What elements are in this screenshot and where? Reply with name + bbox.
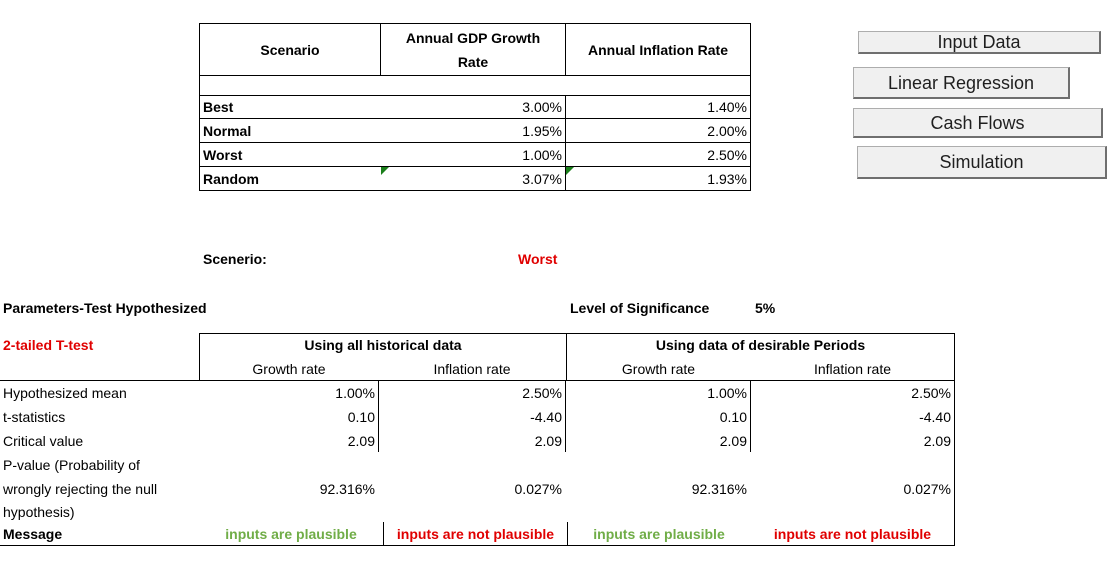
scenario-row-gdp: 3.00% bbox=[522, 99, 562, 115]
row-label-p-value-line2: wrongly rejecting the null bbox=[3, 481, 158, 497]
col-header-inflation-rate: Inflation rate bbox=[433, 361, 511, 377]
row-label-message: Message bbox=[3, 526, 63, 542]
scenario-row-label: Best bbox=[203, 99, 234, 115]
critical-value: 2.09 bbox=[719, 433, 747, 449]
p-value: 92.316% bbox=[691, 481, 747, 497]
input-data-button[interactable]: Input Data bbox=[858, 31, 1101, 54]
col-header-inflation-rate: Inflation rate bbox=[813, 361, 892, 377]
parameters-title: Parameters-Test Hypothesized bbox=[3, 300, 207, 316]
scenario-row-inflation: 2.00% bbox=[707, 123, 747, 139]
group-header-all-data: Using all historical data bbox=[304, 337, 462, 353]
row-label-p-value: P-value (Probability of bbox=[3, 457, 140, 473]
ttest-group-divider bbox=[566, 333, 567, 381]
ttest-border-left bbox=[199, 333, 200, 381]
cash-flows-button[interactable]: Cash Flows bbox=[853, 108, 1103, 138]
ttest-col-divider bbox=[565, 380, 566, 452]
scenario-row-inflation: 2.50% bbox=[707, 147, 747, 163]
ttest-col-divider bbox=[567, 522, 568, 546]
linear-regression-button[interactable]: Linear Regression bbox=[853, 67, 1070, 99]
hypothesized-mean-value: 1.00% bbox=[335, 385, 375, 401]
inflation-rate-header: Annual Inflation Rate bbox=[588, 42, 728, 58]
significance-label: Level of Significance bbox=[570, 300, 710, 316]
message-not-plausible: inputs are not plausible bbox=[773, 526, 932, 542]
scenario-table-border-left bbox=[199, 23, 200, 191]
message-not-plausible: inputs are not plausible bbox=[396, 526, 555, 542]
critical-value: 2.09 bbox=[534, 433, 562, 449]
scenario-table-divider bbox=[199, 166, 751, 167]
scenario-table-col-divider bbox=[565, 95, 566, 191]
scenario-table-col-divider bbox=[565, 23, 566, 76]
message-plausible: inputs are plausible bbox=[593, 526, 725, 542]
scenario-table-border-bottom bbox=[199, 190, 751, 191]
row-label-p-value-line3: hypothesis) bbox=[3, 504, 75, 520]
scenario-row-label: Normal bbox=[203, 123, 252, 139]
row-label-t-statistics: t-statistics bbox=[3, 409, 66, 425]
ttest-border-right bbox=[954, 333, 955, 546]
ttest-col-divider bbox=[378, 380, 379, 452]
col-header-growth-rate: Growth rate bbox=[252, 361, 326, 377]
scenario-row-inflation: 1.93% bbox=[707, 171, 747, 187]
message-plausible: inputs are plausible bbox=[225, 526, 357, 542]
scenario-select-label: Scenerio: bbox=[203, 251, 267, 267]
p-value: 0.027% bbox=[514, 481, 562, 497]
hypothesized-mean-value: 2.50% bbox=[911, 385, 951, 401]
hypothesized-mean-value: 2.50% bbox=[522, 385, 562, 401]
ttest-title: 2-tailed T-test bbox=[3, 337, 94, 353]
scenario-header: Scenario bbox=[260, 42, 320, 58]
simulation-button[interactable]: Simulation bbox=[857, 146, 1107, 179]
scenario-table-col-divider bbox=[380, 23, 381, 76]
scenario-row-gdp: 1.00% bbox=[522, 147, 562, 163]
ttest-col-divider bbox=[383, 522, 384, 546]
p-value: 0.027% bbox=[903, 481, 951, 497]
p-value: 92.316% bbox=[319, 481, 375, 497]
group-header-desirable-periods: Using data of desirable Periods bbox=[655, 337, 866, 353]
scenario-row-gdp: 1.95% bbox=[522, 123, 562, 139]
scenario-row-inflation: 1.40% bbox=[707, 99, 747, 115]
scenario-table-border-right bbox=[750, 23, 751, 191]
scenario-table-divider bbox=[199, 118, 751, 119]
scenario-row-label: Random bbox=[203, 171, 259, 187]
critical-value: 2.09 bbox=[347, 433, 375, 449]
gdp-growth-header-line2: Rate bbox=[457, 54, 489, 70]
significance-value[interactable]: 5% bbox=[755, 300, 776, 316]
scenario-row-label: Worst bbox=[203, 147, 243, 163]
scenario-table-header-bottom bbox=[199, 75, 751, 76]
row-label-critical-value: Critical value bbox=[3, 433, 84, 449]
critical-value: 2.09 bbox=[923, 433, 951, 449]
ttest-border-top bbox=[199, 333, 955, 334]
t-statistic-value: -4.40 bbox=[530, 409, 562, 425]
cell-indicator-icon bbox=[381, 167, 389, 175]
t-statistic-value: -4.40 bbox=[919, 409, 951, 425]
scenario-table-divider bbox=[199, 142, 751, 143]
ttest-header-bottom bbox=[0, 380, 955, 381]
ttest-border-bottom bbox=[0, 545, 955, 546]
cell-indicator-icon bbox=[566, 167, 574, 175]
hypothesized-mean-value: 1.00% bbox=[707, 385, 747, 401]
row-label-hypothesized-mean: Hypothesized mean bbox=[3, 385, 127, 401]
scenario-table-divider bbox=[199, 95, 751, 96]
scenario-select-value[interactable]: Worst bbox=[518, 251, 558, 267]
col-header-growth-rate: Growth rate bbox=[621, 361, 696, 377]
scenario-table-border-top bbox=[199, 23, 751, 24]
gdp-growth-header: Annual GDP Growth bbox=[405, 30, 541, 46]
t-statistic-value: 0.10 bbox=[347, 409, 375, 425]
scenario-row-gdp: 3.07% bbox=[522, 171, 562, 187]
ttest-col-divider bbox=[750, 380, 751, 452]
t-statistic-value: 0.10 bbox=[719, 409, 747, 425]
